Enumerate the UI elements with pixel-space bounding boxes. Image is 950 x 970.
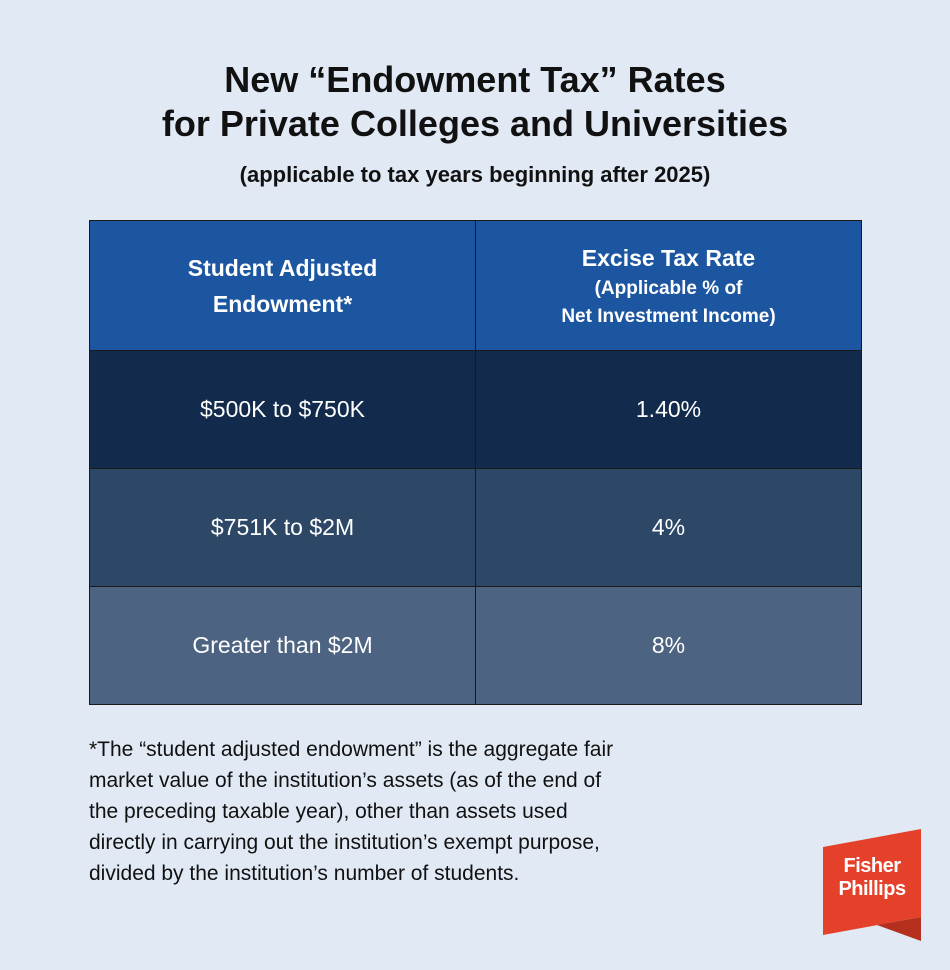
footnote-line: the preceding taxable year), other than … (89, 800, 568, 823)
rate-cell: 1.40% (475, 350, 862, 469)
footnote: *The “student adjusted endowment” is the… (89, 734, 769, 889)
footnote-line: *The “student adjusted endowment” is the… (89, 738, 614, 761)
endowment-cell: Greater than $2M (89, 586, 476, 705)
logo-flag-shape (823, 829, 921, 941)
endowment-cell: $751K to $2M (89, 468, 476, 587)
rate-cell: 8% (475, 586, 862, 705)
header-col1-line-2: Endowment* (212, 290, 353, 317)
table-row: $500K to $750K 1.40% (89, 350, 862, 469)
logo-wordmark: Fisher Phillips (823, 855, 921, 901)
header-col2-sub-line-1: (Applicable % of (594, 277, 743, 299)
title-line-2: for Private Colleges and Universities (161, 103, 789, 144)
table-row: Greater than $2M 8% (89, 586, 862, 705)
table-row: $751K to $2M 4% (89, 468, 862, 587)
fisher-phillips-logo: Fisher Phillips (823, 829, 921, 941)
logo-line-1: Fisher (843, 855, 901, 877)
header-col2-sub-line-2: Net Investment Income) (561, 305, 776, 327)
title-line-1: New “Endowment Tax” Rates (224, 59, 726, 100)
footnote-line: directly in carrying out the institution… (89, 831, 600, 854)
page-title: New “Endowment Tax” Rates for Private Co… (0, 58, 950, 146)
table-header-row: Student Adjusted Endowment* Excise Tax R… (89, 220, 862, 351)
rate-cell: 4% (475, 468, 862, 587)
footnote-line: market value of the institution’s assets… (89, 769, 602, 792)
footnote-line: divided by the institution’s number of s… (89, 862, 520, 885)
endowment-tax-table: Student Adjusted Endowment* Excise Tax R… (89, 220, 862, 705)
endowment-cell: $500K to $750K (89, 350, 476, 469)
header-student-adjusted-endowment: Student Adjusted Endowment* (89, 220, 476, 351)
header-excise-tax-rate: Excise Tax Rate (Applicable % of Net Inv… (475, 220, 862, 351)
logo-line-2: Phillips (838, 878, 906, 900)
header-col2-title: Excise Tax Rate (581, 244, 756, 271)
header-col1-line-1: Student Adjusted (187, 254, 378, 281)
page-subtitle: (applicable to tax years beginning after… (239, 162, 711, 187)
